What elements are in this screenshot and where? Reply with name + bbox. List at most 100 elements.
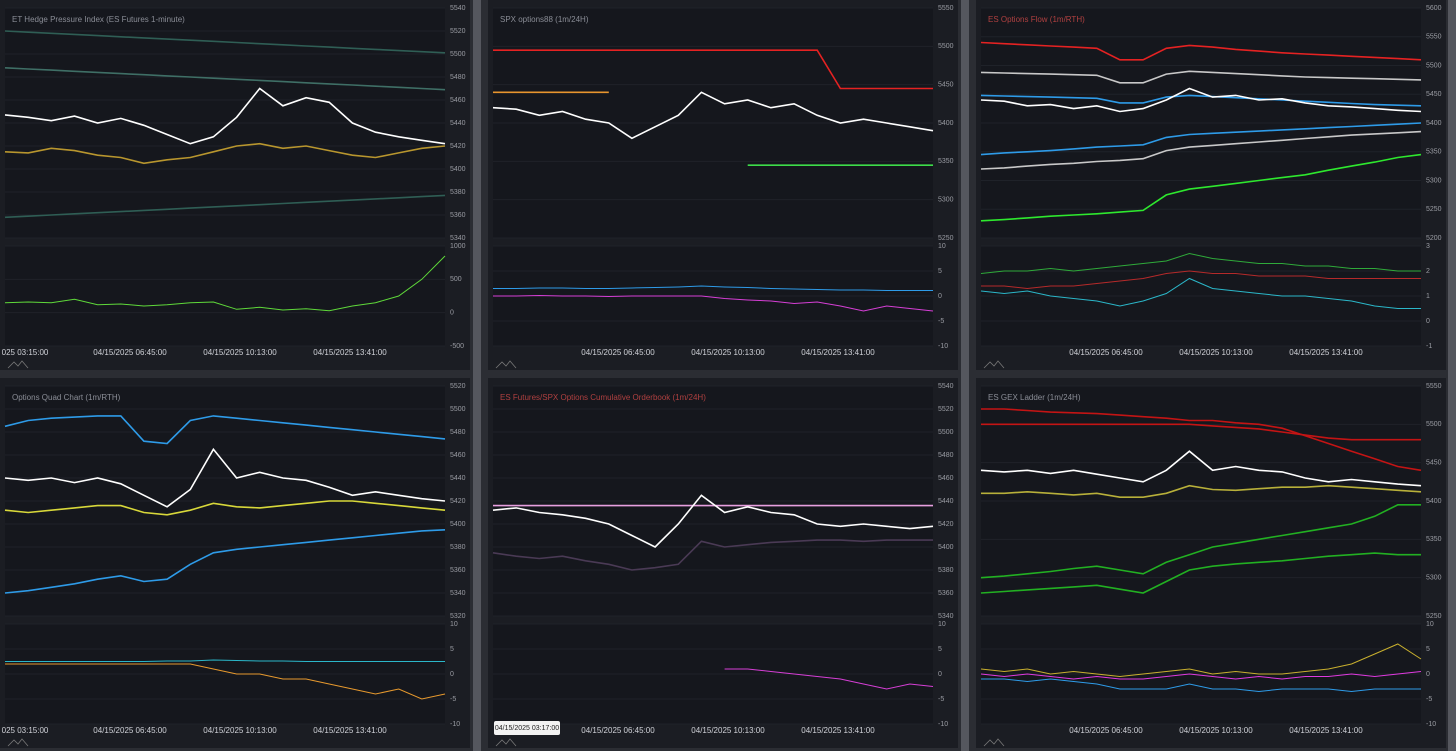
y-tick-label: 10 bbox=[1426, 621, 1434, 628]
y-tick-label: 5400 bbox=[938, 120, 954, 127]
x-tick-label: 04/15/2025 10:13:00 bbox=[1179, 348, 1253, 357]
y-tick-label: 5380 bbox=[450, 544, 466, 551]
y-tick-label: 5450 bbox=[1426, 460, 1442, 467]
series-line bbox=[493, 294, 934, 312]
y-tick-label: 0 bbox=[1426, 318, 1430, 325]
y-tick-label: 5300 bbox=[1426, 575, 1442, 582]
chart-title: ET Hedge Pressure Index (ES Futures 1-mi… bbox=[12, 15, 185, 24]
x-tick-label: 04/15/2025 13:41:00 bbox=[1289, 348, 1363, 357]
series-line bbox=[980, 87, 1422, 113]
y-tick-label: 5550 bbox=[1426, 34, 1442, 41]
y-tick-label: 5500 bbox=[450, 51, 466, 58]
y-tick-label: 5540 bbox=[938, 383, 954, 390]
y-tick-label: 2 bbox=[1426, 268, 1430, 275]
series-line bbox=[5, 659, 445, 662]
y-tick-label: 5500 bbox=[450, 406, 466, 413]
series-line bbox=[493, 285, 933, 291]
y-tick-label: 5500 bbox=[1426, 421, 1442, 428]
series-line bbox=[4, 447, 446, 508]
y-tick-label: -5 bbox=[938, 696, 944, 703]
y-tick-label: 5440 bbox=[450, 120, 466, 127]
x-tick-label: 025 03:15:00 bbox=[2, 726, 49, 735]
x-tick-label: 04/15/2025 13:41:00 bbox=[1289, 726, 1363, 735]
logo-icon bbox=[495, 360, 517, 369]
chart-panel: 5340 5360 5380 5400 5420 5440 5460 5480 5500 5520… bbox=[0, 0, 470, 370]
series-line bbox=[980, 277, 1421, 309]
y-tick-label: 5500 bbox=[938, 43, 954, 50]
y-tick-label: 0 bbox=[1426, 671, 1430, 678]
y-tick-label: 0 bbox=[938, 671, 942, 678]
chart-title: ES GEX Ladder (1m/24H) bbox=[988, 393, 1081, 402]
x-tick-label: 04/15/2025 13:41:00 bbox=[801, 348, 875, 357]
y-tick-label: 5360 bbox=[450, 567, 466, 574]
y-tick-label: -10 bbox=[938, 721, 948, 728]
y-tick-label: 5250 bbox=[1426, 613, 1442, 620]
y-tick-label: 5460 bbox=[450, 97, 466, 104]
x-tick-label: 04/15/2025 06:45:00 bbox=[581, 348, 655, 357]
x-tick-label: 04/15/2025 13:41:00 bbox=[313, 726, 387, 735]
y-tick-label: 5350 bbox=[1426, 536, 1442, 543]
chart-panel: 5250 5300 5350 5400 5450 5500 5550 -10 -5 0 5 10 ES … bbox=[976, 378, 1446, 748]
series-line bbox=[980, 643, 1422, 678]
logo-icon bbox=[495, 738, 517, 747]
x-tick-label: 025 03:15:00 bbox=[2, 348, 49, 357]
y-tick-label: 10 bbox=[450, 621, 458, 628]
y-tick-label: 1 bbox=[1426, 293, 1430, 300]
y-tick-label: 5340 bbox=[450, 235, 466, 242]
y-tick-label: 5400 bbox=[938, 544, 954, 551]
y-tick-label: 5460 bbox=[450, 452, 466, 459]
series-line bbox=[981, 423, 1421, 441]
series-line bbox=[4, 87, 446, 145]
y-tick-label: -5 bbox=[450, 696, 456, 703]
series-line bbox=[4, 194, 446, 219]
scrollbar[interactable] bbox=[473, 0, 481, 751]
y-tick-label: 5250 bbox=[938, 235, 954, 242]
y-tick-label: 5200 bbox=[1426, 235, 1442, 242]
scrollbar[interactable] bbox=[1448, 0, 1456, 751]
y-tick-label: 10 bbox=[938, 621, 946, 628]
y-tick-label: -500 bbox=[450, 343, 464, 350]
x-tick-label: 04/15/2025 10:13:00 bbox=[691, 348, 765, 357]
tooltip-text: 04/15/2025 03:17:00 bbox=[495, 725, 559, 732]
logo-icon bbox=[7, 738, 29, 747]
y-tick-label: 5 bbox=[1426, 646, 1430, 653]
x-tick-label: 04/15/2025 06:45:00 bbox=[93, 726, 167, 735]
series-line bbox=[980, 94, 1422, 107]
series-line bbox=[4, 67, 446, 91]
y-tick-label: 5400 bbox=[1426, 498, 1442, 505]
x-tick-label: 04/15/2025 10:13:00 bbox=[691, 726, 765, 735]
scrollbar[interactable] bbox=[961, 0, 969, 751]
y-tick-label: 5550 bbox=[1426, 383, 1442, 390]
series-line bbox=[980, 552, 1421, 594]
tooltip: 04/15/2025 03:17:00 bbox=[494, 721, 560, 735]
y-tick-label: 5520 bbox=[450, 28, 466, 35]
y-tick-label: 500 bbox=[450, 276, 462, 283]
series-line bbox=[981, 484, 1422, 498]
series-line bbox=[492, 539, 933, 571]
y-tick-label: 5400 bbox=[1426, 120, 1442, 127]
chart-title: ES Options Flow (1m/RTH) bbox=[988, 15, 1085, 24]
x-tick-label: 04/15/2025 10:13:00 bbox=[203, 348, 277, 357]
series-line bbox=[980, 504, 1421, 579]
y-tick-label: 5460 bbox=[938, 475, 954, 482]
chart-panel: 5250 5300 5350 5400 5450 5500 5550 -10 -5 0 5 10 SPX… bbox=[488, 0, 958, 370]
x-tick-label: 04/15/2025 06:45:00 bbox=[93, 348, 167, 357]
y-tick-label: 5250 bbox=[1426, 206, 1442, 213]
series-line bbox=[980, 70, 1422, 84]
y-tick-label: 5480 bbox=[450, 74, 466, 81]
y-tick-label: -5 bbox=[1426, 696, 1432, 703]
series-line bbox=[4, 255, 446, 312]
y-tick-label: 0 bbox=[938, 293, 942, 300]
x-tick-label: 04/15/2025 06:45:00 bbox=[1069, 348, 1143, 357]
series-line bbox=[981, 270, 1421, 290]
y-tick-label: 5420 bbox=[450, 143, 466, 150]
y-tick-label: 5320 bbox=[450, 613, 466, 620]
y-tick-label: 3 bbox=[1426, 243, 1430, 250]
y-tick-label: 5600 bbox=[1426, 5, 1442, 12]
y-tick-label: 5300 bbox=[1426, 177, 1442, 184]
y-tick-label: 5540 bbox=[450, 5, 466, 12]
y-tick-label: -10 bbox=[1426, 721, 1436, 728]
y-tick-label: 5350 bbox=[1426, 149, 1442, 156]
series-line bbox=[980, 153, 1422, 222]
